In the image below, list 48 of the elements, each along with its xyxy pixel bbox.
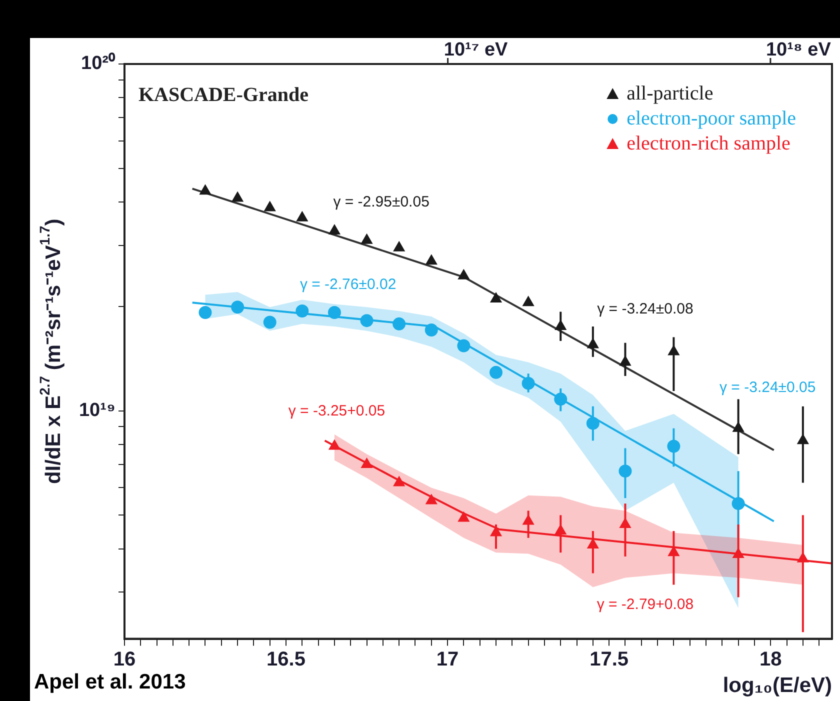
annotation: γ = -3.25+0.05: [288, 402, 386, 420]
legend-label: all-particle: [626, 82, 714, 104]
x-tick-label: 16.5: [266, 648, 306, 670]
point: [457, 339, 470, 352]
annotation: KASCADE-Grande: [138, 84, 309, 106]
point: [426, 254, 438, 265]
y-axis-title: dI/dE x E2.7 (m⁻²sr⁻¹s⁻¹eV1.7): [36, 218, 65, 484]
x-axis-title: log₁₀(E/eV): [722, 674, 832, 698]
point: [231, 300, 244, 314]
point: [361, 458, 372, 468]
x-tick-label: 18: [759, 648, 782, 670]
point: [393, 241, 405, 252]
point: [424, 323, 438, 336]
text: Apel et al. 2013: [34, 670, 186, 694]
point: [490, 366, 503, 379]
point: [361, 234, 372, 244]
point: [426, 494, 438, 504]
point: [393, 476, 405, 486]
point: [296, 211, 308, 222]
legend-label: electron-rich sample: [626, 132, 791, 154]
y-tick-label: 10²⁰: [81, 52, 116, 74]
annotation: γ = -2.95±0.05: [333, 194, 430, 211]
point: [490, 292, 502, 303]
point: [264, 201, 276, 212]
annotation: γ = -2.79+0.08: [596, 596, 694, 614]
point: [360, 314, 374, 328]
point: [392, 317, 406, 330]
text: 10¹⁷ eV: [444, 40, 508, 61]
x-tick-label: 16: [113, 648, 136, 670]
annotation: γ = -2.76±0.02: [300, 276, 396, 293]
point: [458, 512, 470, 522]
point: [458, 269, 470, 280]
point: [328, 440, 340, 450]
point: [296, 304, 309, 318]
annotation: γ = -3.24±0.08: [597, 300, 694, 318]
point: [522, 296, 534, 306]
legend-label: electron-poor sample: [626, 107, 796, 130]
point: [328, 224, 340, 234]
annotation: γ = -3.24±0.05: [720, 378, 816, 396]
point: [232, 192, 244, 202]
point: [328, 306, 341, 320]
y-tick-label: 10¹⁹: [78, 400, 116, 422]
point: [200, 184, 211, 195]
point: [263, 316, 276, 329]
x-tick-label: 17.5: [590, 648, 629, 670]
text: 10¹⁸ eV: [766, 40, 832, 61]
x-tick-label: 17: [436, 648, 459, 670]
point: [198, 306, 212, 320]
